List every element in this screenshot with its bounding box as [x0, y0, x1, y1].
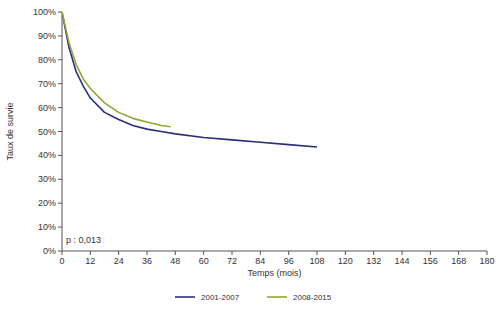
chart: 0% 10% 20% 30% 40% 50% 60% 70% 80% 90% 100% 0 12 24 36… — [0, 0, 500, 313]
x-tick — [90, 251, 91, 255]
y-tick-label: 60% — [38, 103, 56, 113]
x-tick-label: 48 — [170, 256, 180, 266]
x-tick — [402, 251, 403, 255]
x-axis — [62, 251, 487, 252]
x-tick — [62, 251, 63, 255]
x-tick-label: 156 — [423, 256, 438, 266]
x-tick — [487, 251, 488, 255]
x-tick — [288, 251, 289, 255]
x-tick-label: 96 — [284, 256, 294, 266]
y-tick-label: 30% — [38, 174, 56, 184]
x-tick — [203, 251, 204, 255]
y-axis-title: Taux de survie — [5, 102, 15, 160]
x-tick-label: 180 — [479, 256, 494, 266]
x-tick-label: 36 — [142, 256, 152, 266]
y-tick — [58, 179, 62, 180]
x-axis-title: Temps (mois) — [247, 268, 301, 278]
x-tick — [260, 251, 261, 255]
y-tick-label: 10% — [38, 222, 56, 232]
x-tick — [147, 251, 148, 255]
survival-curve — [62, 12, 317, 147]
x-tick — [317, 251, 318, 255]
y-tick — [58, 12, 62, 13]
y-tick-label: 20% — [38, 198, 56, 208]
series-group — [62, 12, 317, 147]
y-tick — [58, 83, 62, 84]
x-tick-label: 168 — [451, 256, 466, 266]
legend-label: 2008-2015 — [293, 293, 332, 302]
x-tick — [118, 251, 119, 255]
x-tick-label: 132 — [366, 256, 381, 266]
survival-curve — [62, 12, 171, 127]
x-tick-label: 120 — [338, 256, 353, 266]
x-tick-label: 72 — [227, 256, 237, 266]
y-tick-label: 100% — [33, 7, 56, 17]
legend: 2001-2007 2008-2015 — [175, 293, 332, 302]
y-tick-label: 70% — [38, 79, 56, 89]
legend-swatch — [267, 296, 287, 298]
y-tick — [58, 251, 62, 252]
y-tick-label: 90% — [38, 31, 56, 41]
x-tick — [232, 251, 233, 255]
x-tick-label: 144 — [394, 256, 409, 266]
y-tick-label: 50% — [38, 127, 56, 137]
y-tick — [58, 107, 62, 108]
x-tick-label: 12 — [85, 256, 95, 266]
x-tick — [430, 251, 431, 255]
x-tick — [458, 251, 459, 255]
y-tick — [58, 35, 62, 36]
x-tick-label: 84 — [255, 256, 265, 266]
annotation: p : 0,013 — [66, 235, 101, 245]
x-tick-label: 108 — [309, 256, 324, 266]
x-tick-label: 60 — [199, 256, 209, 266]
x-tick — [345, 251, 346, 255]
y-tick — [58, 203, 62, 204]
y-tick — [58, 227, 62, 228]
y-tick-label: 0% — [43, 246, 56, 256]
legend-swatch — [175, 296, 195, 298]
y-tick-label: 80% — [38, 55, 56, 65]
y-tick — [58, 59, 62, 60]
x-tick — [373, 251, 374, 255]
legend-label: 2001-2007 — [201, 293, 240, 302]
x-tick-label: 0 — [59, 256, 64, 266]
x-tick-label: 24 — [114, 256, 124, 266]
y-tick — [58, 131, 62, 132]
y-tick — [58, 155, 62, 156]
x-tick — [175, 251, 176, 255]
y-tick-label: 40% — [38, 150, 56, 160]
